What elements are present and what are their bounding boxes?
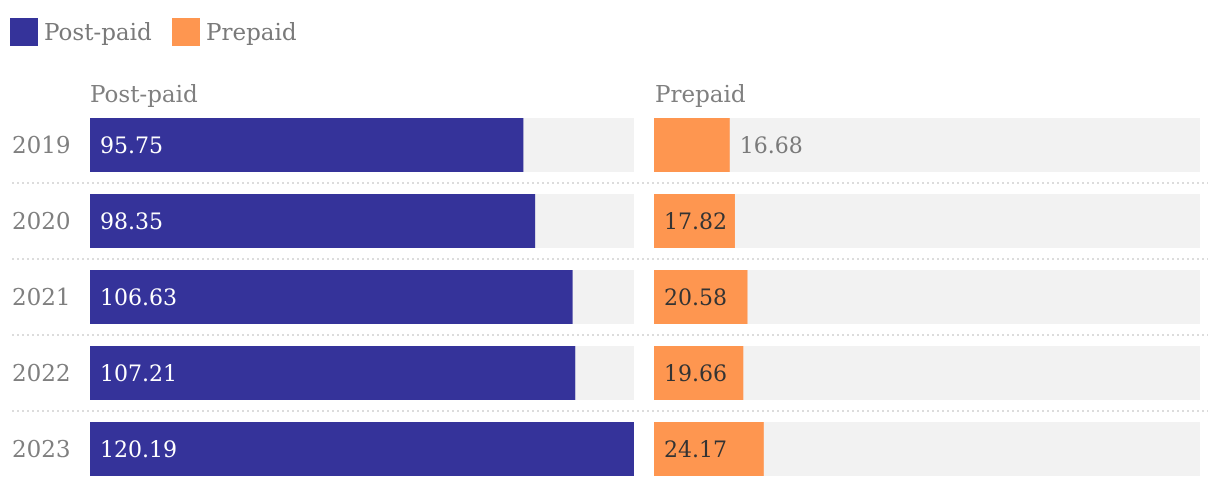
value-label-post-paid: 98.35 xyxy=(100,210,163,235)
value-label-post-paid: 106.63 xyxy=(100,286,177,311)
legend: Post-paid Prepaid xyxy=(10,18,297,46)
year-label: 2023 xyxy=(12,437,71,463)
legend-swatch-prepaid xyxy=(172,18,200,46)
legend-swatch-post-paid xyxy=(10,18,38,46)
year-label: 2020 xyxy=(12,209,71,235)
legend-label-prepaid: Prepaid xyxy=(206,20,297,46)
value-label-post-paid: 120.19 xyxy=(100,438,177,463)
bar-prepaid xyxy=(654,118,730,172)
bar-post-paid xyxy=(90,118,524,172)
bar-post-paid xyxy=(90,422,634,476)
panel-header-prepaid: Prepaid xyxy=(655,82,746,108)
bar-prepaid xyxy=(654,346,744,400)
year-label: 2021 xyxy=(12,285,71,311)
value-label-prepaid: 17.82 xyxy=(664,210,727,235)
bar-track-prepaid xyxy=(654,118,1200,172)
value-label-post-paid: 95.75 xyxy=(100,134,163,159)
bar-prepaid xyxy=(654,422,764,476)
value-label-prepaid: 16.68 xyxy=(740,134,803,159)
value-label-prepaid: 19.66 xyxy=(664,362,727,387)
row-2021: 2021 106.63 20.58 xyxy=(12,270,1208,336)
bar-prepaid xyxy=(654,194,735,248)
bar-track-prepaid xyxy=(654,346,1200,400)
row-2022: 2022 107.21 19.66 xyxy=(12,346,1208,412)
legend-label-post-paid: Post-paid xyxy=(44,20,152,46)
panel-header-post-paid: Post-paid xyxy=(90,82,198,108)
year-label: 2022 xyxy=(12,361,71,387)
row-2020: 2020 98.35 17.82 xyxy=(12,194,1208,260)
year-label: 2019 xyxy=(12,133,71,159)
row-2023: 2023 120.19 24.17 xyxy=(12,422,1200,476)
bar-post-paid xyxy=(90,270,573,324)
bar-post-paid xyxy=(90,346,576,400)
bar-prepaid xyxy=(654,270,748,324)
value-label-post-paid: 107.21 xyxy=(100,362,177,387)
value-label-prepaid: 24.17 xyxy=(664,438,727,463)
bar-post-paid xyxy=(90,194,536,248)
value-label-prepaid: 20.58 xyxy=(664,286,727,311)
bar-track-prepaid xyxy=(654,194,1200,248)
row-2019: 2019 95.75 16.68 xyxy=(12,118,1208,184)
